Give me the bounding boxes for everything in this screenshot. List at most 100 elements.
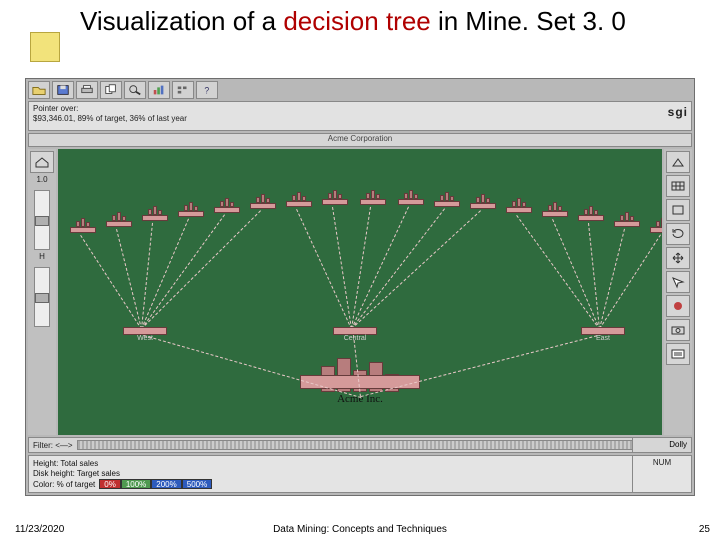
leaf-node[interactable]	[468, 203, 498, 209]
tree-edge	[80, 235, 142, 330]
leaf-platform	[250, 203, 276, 209]
left-tool-column: 1.0 H	[28, 149, 56, 435]
slider-top-label: 1.0	[36, 175, 47, 184]
legend-line-3: Color: % of target	[33, 480, 95, 489]
leaf-node[interactable]	[320, 199, 350, 205]
open-button[interactable]	[28, 81, 50, 99]
dolly-label: Dolly	[632, 437, 692, 453]
legend-chip: 0%	[99, 479, 121, 489]
snapshot-button[interactable]	[666, 319, 690, 341]
title-pre: Visualization of a	[80, 6, 283, 36]
home-view-button[interactable]	[30, 151, 54, 173]
leaf-platform	[434, 201, 460, 207]
status-right: NUM	[632, 455, 692, 493]
rotate-button[interactable]	[666, 223, 690, 245]
mid-platform	[123, 327, 167, 335]
filter-track[interactable]	[77, 440, 687, 450]
root-platform	[300, 375, 420, 389]
leaf-node[interactable]	[104, 221, 134, 227]
mid-node[interactable]: West	[120, 327, 170, 342]
height-slider[interactable]	[34, 190, 50, 250]
leaf-platform	[470, 203, 496, 209]
leaf-platform	[650, 227, 662, 233]
viewport-title: Acme Corporation	[28, 133, 692, 147]
leaf-platform	[106, 221, 132, 227]
mid-label: West	[120, 335, 170, 342]
leaf-node[interactable]	[68, 227, 98, 233]
grid-button[interactable]	[666, 175, 690, 197]
leaf-node[interactable]	[212, 207, 242, 213]
legend-chip: 500%	[182, 479, 212, 489]
mid-label: East	[578, 335, 628, 342]
leaf-platform	[506, 207, 532, 213]
info-bar: Pointer over: $93,346.01, 89% of target,…	[28, 101, 692, 131]
leaf-node[interactable]	[576, 215, 606, 221]
tree-edge	[296, 209, 352, 329]
reset-view-button[interactable]	[666, 151, 690, 173]
mid-platform	[333, 327, 377, 335]
svg-text:?: ?	[204, 86, 209, 96]
filter-label: Filter: <—>	[33, 441, 73, 450]
mid-node[interactable]: Central	[330, 327, 380, 342]
tree-viewport[interactable]: Acme Inc. WestCentralEast	[58, 149, 662, 435]
mid-node[interactable]: East	[578, 327, 628, 342]
tree-edge	[599, 229, 625, 329]
leaf-platform	[286, 201, 312, 207]
leaf-node[interactable]	[176, 211, 206, 217]
height-slider-2[interactable]	[34, 267, 50, 327]
title-post: in Mine. Set 3. 0	[431, 6, 626, 36]
tree-edge	[599, 234, 661, 329]
leaf-node[interactable]	[248, 203, 278, 209]
tree-edge	[116, 229, 142, 329]
record-button[interactable]	[666, 295, 690, 317]
chart-button[interactable]	[148, 81, 170, 99]
tree-edge	[141, 210, 261, 329]
leaf-platform	[542, 211, 568, 217]
leaf-platform	[322, 199, 348, 205]
wire-button[interactable]	[666, 199, 690, 221]
leaf-platform	[398, 199, 424, 205]
info-button[interactable]	[666, 343, 690, 365]
select-button[interactable]	[666, 271, 690, 293]
footer-pagenum: 25	[699, 524, 710, 535]
leaf-node[interactable]	[540, 211, 570, 217]
print-button[interactable]	[76, 81, 98, 99]
leaf-node[interactable]	[140, 215, 170, 221]
mineset-window: ? Pointer over: $93,346.01, 89% of targe…	[25, 78, 695, 496]
leaf-platform	[214, 207, 240, 213]
help-button[interactable]: ?	[196, 81, 218, 99]
leaf-platform	[614, 221, 640, 227]
title-emph: decision tree	[283, 6, 430, 36]
mid-label: Central	[330, 335, 380, 342]
legend-chip: 200%	[151, 479, 181, 489]
leaf-node[interactable]	[358, 199, 388, 205]
tree-edge	[588, 223, 600, 329]
tree-edge	[351, 207, 371, 329]
leaf-node[interactable]	[284, 201, 314, 207]
leaf-platform	[360, 199, 386, 205]
leaf-node[interactable]	[432, 201, 462, 207]
leaf-node[interactable]	[504, 207, 534, 213]
slider-bottom-label: H	[39, 252, 45, 261]
save-button[interactable]	[52, 81, 74, 99]
pan-button[interactable]	[666, 247, 690, 269]
leaf-platform	[578, 215, 604, 221]
legend-line-1: Height: Total sales	[33, 459, 687, 468]
slide-bullet	[30, 32, 60, 62]
leaf-platform	[142, 215, 168, 221]
leaf-platform	[178, 211, 204, 217]
legend-chip: 100%	[121, 479, 151, 489]
toolbar: ?	[28, 81, 218, 99]
copy-button[interactable]	[100, 81, 122, 99]
options-button[interactable]	[172, 81, 194, 99]
pointer-over-label: Pointer over:	[33, 104, 687, 114]
legend-line-2: Disk height: Target sales	[33, 469, 687, 478]
zoom-button[interactable]	[124, 81, 146, 99]
leaf-node[interactable]	[648, 227, 662, 233]
legend-panel: Height: Total sales Disk height: Target …	[28, 455, 692, 493]
brand-logo: sgi	[668, 105, 688, 119]
leaf-node[interactable]	[396, 199, 426, 205]
filter-scrollbar[interactable]: Filter: <—>	[28, 437, 692, 453]
tree-edge	[351, 210, 481, 329]
leaf-node[interactable]	[612, 221, 642, 227]
